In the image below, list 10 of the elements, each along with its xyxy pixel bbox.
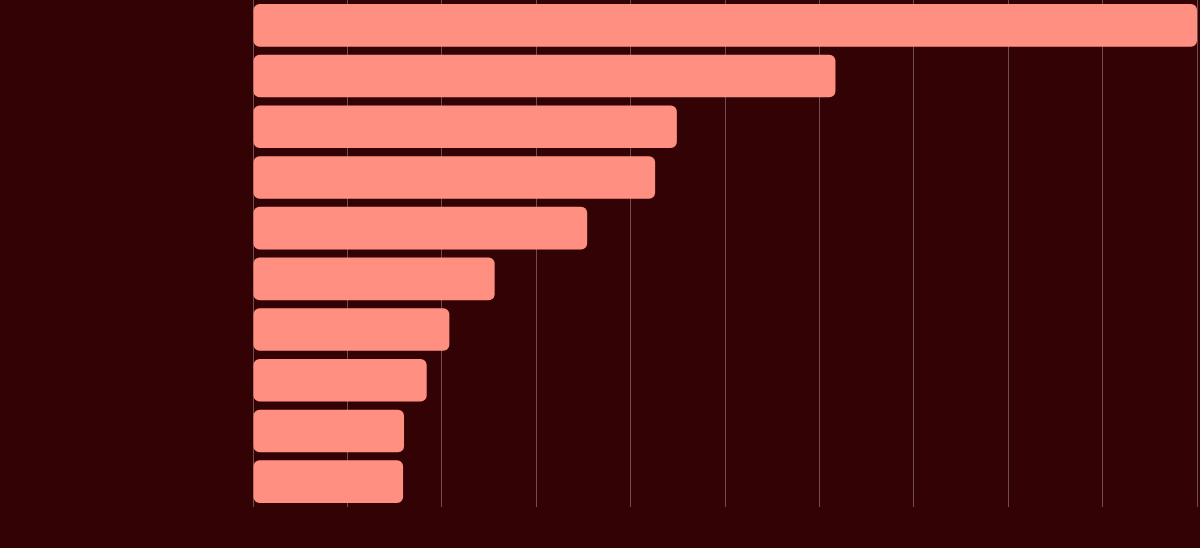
bar bbox=[253, 308, 450, 351]
bar bbox=[253, 257, 495, 301]
bar bbox=[253, 460, 404, 503]
bar bbox=[253, 206, 588, 250]
bar bbox=[253, 409, 405, 453]
bar bbox=[253, 156, 656, 199]
bar bbox=[253, 358, 427, 402]
bar bbox=[253, 54, 836, 98]
bar bbox=[253, 105, 677, 149]
bar bbox=[253, 4, 1197, 47]
